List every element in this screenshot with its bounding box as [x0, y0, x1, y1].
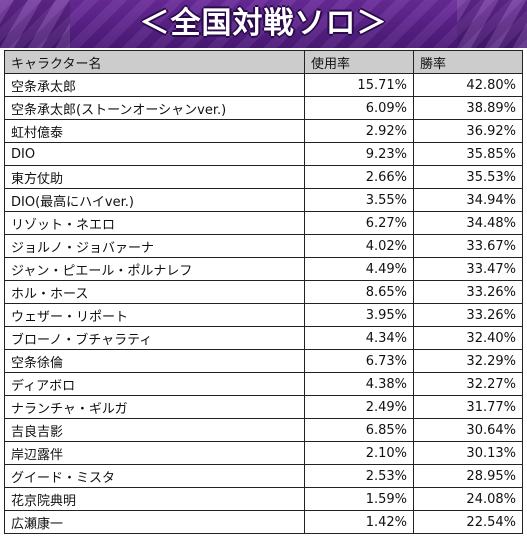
character-name-cell: DIO(最高にハイver.) [4, 188, 305, 212]
win-rate-cell: 35.53% [413, 165, 523, 189]
title-banner: ＜全国対戦ソロ＞ [0, 0, 527, 48]
win-rate-cell: 32.27% [413, 372, 523, 396]
win-rate-cell: 42.80% [413, 73, 523, 97]
win-rate-cell: 35.85% [413, 142, 523, 166]
win-rate-cell: 33.26% [413, 303, 523, 327]
table-row: 虹村億泰 2.92% 36.92% [4, 119, 523, 143]
win-rate-cell: 30.64% [413, 418, 523, 442]
character-name-cell: 広瀬康一 [4, 510, 305, 534]
usage-rate-cell: 15.71% [304, 73, 414, 97]
usage-rate-cell: 4.49% [304, 257, 414, 281]
character-name-cell: ジョルノ・ジョバァーナ [4, 234, 305, 258]
win-rate-cell: 33.67% [413, 234, 523, 258]
table-row: ジョルノ・ジョバァーナ 4.02% 33.67% [4, 234, 523, 258]
usage-rate-cell: 3.95% [304, 303, 414, 327]
page-title: ＜全国対戦ソロ＞ [139, 6, 388, 41]
usage-rate-cell: 2.66% [304, 165, 414, 189]
character-name-cell: 虹村億泰 [4, 119, 305, 143]
usage-rate-cell: 2.10% [304, 441, 414, 465]
character-name-cell: リゾット・ネエロ [4, 211, 305, 235]
table-row: 東方仗助 2.66% 35.53% [4, 165, 523, 189]
character-name-cell: 岸辺露伴 [4, 441, 305, 465]
win-rate-cell: 33.47% [413, 257, 523, 281]
win-rate-cell: 33.26% [413, 280, 523, 304]
character-name-cell: ナランチャ・ギルガ [4, 395, 305, 419]
table-row: 空条承太郎 15.71% 42.80% [4, 73, 523, 97]
character-name-cell: ウェザー・リポート [4, 303, 305, 327]
usage-rate-cell: 2.53% [304, 464, 414, 488]
usage-rate-cell: 3.55% [304, 188, 414, 212]
character-name-cell: DIO [4, 142, 305, 166]
character-name-cell: 東方仗助 [4, 165, 305, 189]
ranking-table: キャラクター名 使用率 勝率 空条承太郎 15.71% 42.80% 空条承太郎(スト… [4, 50, 523, 534]
column-header-character: キャラクター名 [4, 50, 305, 74]
win-rate-cell: 32.29% [413, 349, 523, 373]
table-row: ホル・ホース 8.65% 33.26% [4, 280, 523, 304]
banner-pattern-left [0, 0, 70, 48]
character-name-cell: ブローノ・ブチャラティ [4, 326, 305, 350]
usage-rate-cell: 4.02% [304, 234, 414, 258]
character-name-cell: 空条徐倫 [4, 349, 305, 373]
table-row: ディアボロ 4.38% 32.27% [4, 372, 523, 396]
table-row: リゾット・ネエロ 6.27% 34.48% [4, 211, 523, 235]
win-rate-cell: 38.89% [413, 96, 523, 120]
win-rate-cell: 36.92% [413, 119, 523, 143]
win-rate-cell: 30.13% [413, 441, 523, 465]
character-name-cell: グイード・ミスタ [4, 464, 305, 488]
win-rate-cell: 28.95% [413, 464, 523, 488]
table-row: ブローノ・ブチャラティ 4.34% 32.40% [4, 326, 523, 350]
win-rate-cell: 22.54% [413, 510, 523, 534]
character-name-cell: 空条承太郎 [4, 73, 305, 97]
column-header-win-rate: 勝率 [413, 50, 523, 74]
usage-rate-cell: 6.73% [304, 349, 414, 373]
character-name-cell: 花京院典明 [4, 487, 305, 511]
usage-rate-cell: 6.27% [304, 211, 414, 235]
table-row: 空条徐倫 6.73% 32.29% [4, 349, 523, 373]
character-name-cell: ホル・ホース [4, 280, 305, 304]
table-header-row: キャラクター名 使用率 勝率 [4, 50, 523, 74]
table-row: DIO(最高にハイver.) 3.55% 34.94% [4, 188, 523, 212]
character-name-cell: 吉良吉影 [4, 418, 305, 442]
character-name-cell: 空条承太郎(ストーンオーシャンver.) [4, 96, 305, 120]
table-row: 空条承太郎(ストーンオーシャンver.) 6.09% 38.89% [4, 96, 523, 120]
win-rate-cell: 24.08% [413, 487, 523, 511]
table-row: 吉良吉影 6.85% 30.64% [4, 418, 523, 442]
usage-rate-cell: 9.23% [304, 142, 414, 166]
usage-rate-cell: 1.42% [304, 510, 414, 534]
table-row: 岸辺露伴 2.10% 30.13% [4, 441, 523, 465]
table-row: ジャン・ピエール・ポルナレフ 4.49% 33.47% [4, 257, 523, 281]
win-rate-cell: 32.40% [413, 326, 523, 350]
table-row: ウェザー・リポート 3.95% 33.26% [4, 303, 523, 327]
table-row: グイード・ミスタ 2.53% 28.95% [4, 464, 523, 488]
usage-rate-cell: 8.65% [304, 280, 414, 304]
usage-rate-cell: 4.38% [304, 372, 414, 396]
table-row: DIO 9.23% 35.85% [4, 142, 523, 166]
usage-rate-cell: 2.49% [304, 395, 414, 419]
character-name-cell: ディアボロ [4, 372, 305, 396]
usage-rate-cell: 6.09% [304, 96, 414, 120]
table-row: 花京院典明 1.59% 24.08% [4, 487, 523, 511]
table-row: ナランチャ・ギルガ 2.49% 31.77% [4, 395, 523, 419]
column-header-usage-rate: 使用率 [304, 50, 414, 74]
win-rate-cell: 34.48% [413, 211, 523, 235]
banner-pattern-right [457, 0, 527, 48]
usage-rate-cell: 1.59% [304, 487, 414, 511]
usage-rate-cell: 2.92% [304, 119, 414, 143]
character-name-cell: ジャン・ピエール・ポルナレフ [4, 257, 305, 281]
win-rate-cell: 31.77% [413, 395, 523, 419]
table-row: 広瀬康一 1.42% 22.54% [4, 510, 523, 534]
usage-rate-cell: 4.34% [304, 326, 414, 350]
win-rate-cell: 34.94% [413, 188, 523, 212]
usage-rate-cell: 6.85% [304, 418, 414, 442]
